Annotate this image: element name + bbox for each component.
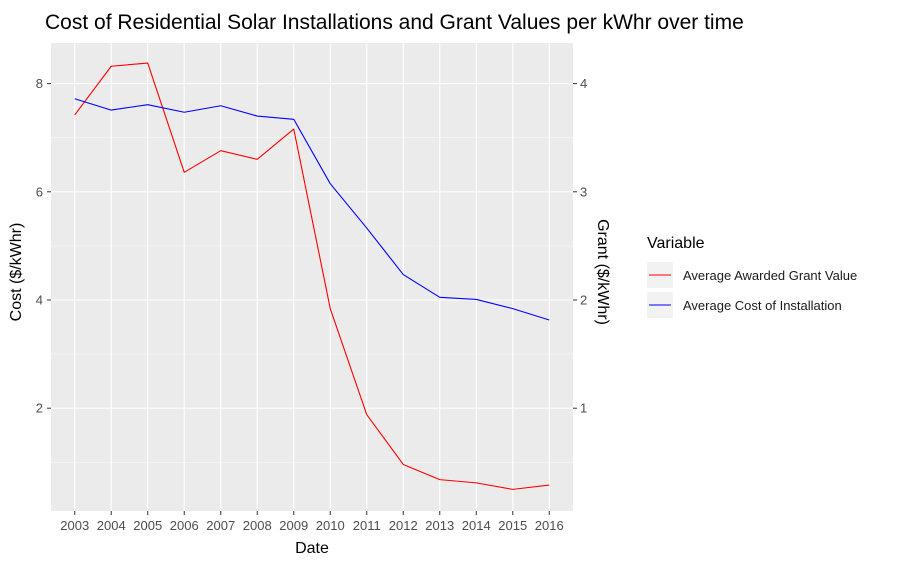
axes: 2 4 6 8 1 2 3 4 2003 2004 2005 2006 2007 2008 2009 2010… — [36, 76, 587, 533]
x-tick-label: 2006 — [170, 518, 199, 533]
y2-tick-label: 1 — [580, 401, 587, 416]
y2-axis-label: Grant ($/kWhr) — [594, 219, 611, 325]
x-tick-label: 2015 — [498, 518, 527, 533]
series-line-average-cost-of-installation — [74, 98, 550, 321]
y-tick-label: 8 — [36, 76, 43, 91]
x-tick-label: 2012 — [389, 518, 418, 533]
legend-item: Average Awarded Grant Value — [647, 262, 857, 288]
x-axis-label: Date — [295, 540, 329, 557]
series-lines — [74, 62, 550, 490]
x-tick-label: 2013 — [425, 518, 454, 533]
panel-background — [51, 43, 573, 511]
y-tick-label: 4 — [36, 292, 43, 307]
y-axis-label: Cost ($/kWhr) — [8, 223, 25, 322]
x-tick-label: 2010 — [316, 518, 345, 533]
x-tick-label: 2008 — [243, 518, 272, 533]
legend-title: Variable — [647, 235, 705, 252]
series-line-average-awarded-grant-value — [74, 62, 550, 490]
x-tick-label: 2011 — [353, 518, 381, 533]
grid — [51, 43, 573, 511]
y-tick-label: 2 — [36, 401, 43, 416]
y-tick-label: 6 — [36, 184, 43, 199]
x-tick-label: 2014 — [462, 518, 491, 533]
legend-item: Average Cost of Installation — [647, 292, 842, 318]
y2-tick-label: 2 — [580, 292, 587, 307]
chart-title: Cost of Residential Solar Installations … — [45, 11, 744, 34]
plot-panel — [51, 43, 573, 511]
legend: Variable Average Awarded Grant Value Ave… — [647, 235, 857, 318]
y2-tick-label: 3 — [580, 184, 587, 199]
x-tick-label: 2007 — [206, 518, 235, 533]
x-tick-label: 2005 — [133, 518, 162, 533]
y2-tick-label: 4 — [580, 76, 587, 91]
x-tick-label: 2004 — [97, 518, 126, 533]
legend-label-grant: Average Awarded Grant Value — [683, 268, 857, 283]
x-tick-label: 2009 — [279, 518, 308, 533]
legend-label-cost: Average Cost of Installation — [683, 298, 842, 313]
x-tick-label: 2003 — [60, 518, 89, 533]
x-tick-label: 2016 — [535, 518, 564, 533]
